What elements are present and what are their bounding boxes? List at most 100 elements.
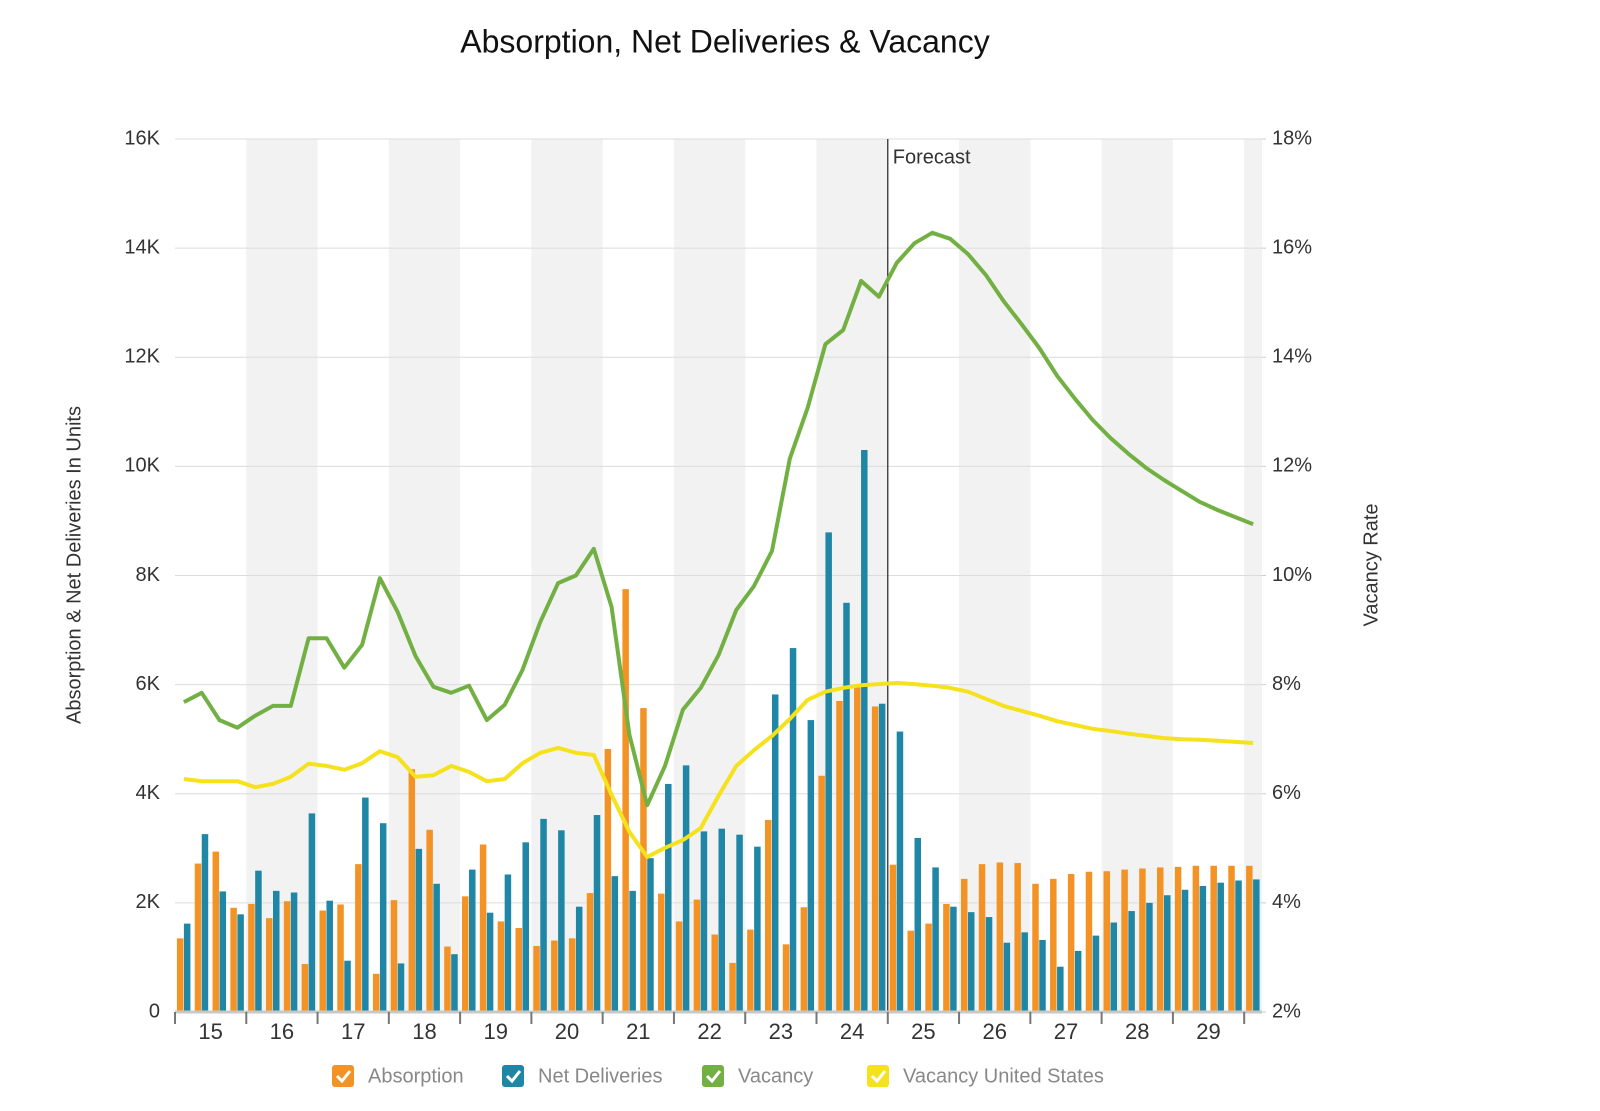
bar: [1110, 922, 1118, 1012]
bar: [782, 944, 790, 1012]
bar: [1050, 878, 1057, 1012]
bar: [230, 907, 237, 1012]
bar: [308, 813, 316, 1012]
legend-check: [870, 1070, 887, 1084]
legend-item[interactable]: Vacancy United States: [867, 1065, 1104, 1087]
bar: [212, 851, 220, 1012]
legend-label[interactable]: Vacancy United States: [903, 1065, 1104, 1087]
bar: [1246, 865, 1253, 1012]
bar: [1092, 935, 1100, 1012]
bar: [1057, 966, 1064, 1012]
bar: [896, 731, 904, 1012]
y-tick-label: 12K: [124, 346, 160, 368]
x-tick-label: 22: [697, 1019, 721, 1044]
y-tick-label: 0: [149, 1000, 160, 1022]
bar: [451, 954, 458, 1012]
legend-swatch[interactable]: [702, 1065, 724, 1087]
bar: [1199, 885, 1207, 1012]
legend-label[interactable]: Net Deliveries: [538, 1065, 662, 1087]
bar: [379, 823, 387, 1012]
bar: [675, 921, 683, 1012]
bar: [337, 904, 344, 1012]
bar: [397, 963, 405, 1012]
bar: [201, 834, 209, 1012]
x-tick-label: 27: [1054, 1019, 1078, 1044]
y2-tick-label: 4%: [1272, 891, 1301, 913]
x-tick-label: 29: [1196, 1019, 1220, 1044]
bar: [800, 907, 808, 1012]
bar: [967, 912, 975, 1012]
bar: [290, 892, 298, 1012]
bar: [693, 899, 701, 1012]
bar: [176, 938, 184, 1012]
bar: [462, 896, 469, 1012]
bar: [996, 862, 1004, 1012]
bar: [825, 532, 832, 1012]
bar: [914, 837, 922, 1012]
bar: [533, 945, 540, 1012]
bar: [194, 863, 202, 1012]
bar: [1074, 950, 1082, 1012]
chart-title: Absorption, Net Deliveries & Vacancy: [460, 23, 989, 59]
bar: [415, 848, 423, 1012]
legend-swatch[interactable]: [867, 1065, 889, 1087]
bar: [362, 797, 369, 1012]
bar: [604, 749, 612, 1012]
x-tick-label: 23: [769, 1019, 793, 1044]
legend-swatch[interactable]: [332, 1065, 354, 1087]
bar: [586, 893, 594, 1012]
bar: [861, 450, 868, 1013]
bar: [1217, 882, 1224, 1012]
bar: [372, 973, 380, 1012]
bar: [789, 648, 797, 1012]
y-tick-label: 16K: [124, 127, 160, 149]
bar: [818, 775, 825, 1012]
bar: [248, 903, 255, 1012]
x-tick-label: 26: [982, 1019, 1006, 1044]
legend-item[interactable]: Absorption: [332, 1065, 464, 1087]
bar: [593, 815, 601, 1012]
bar: [551, 940, 558, 1012]
bar: [326, 900, 333, 1012]
legend-item[interactable]: Net Deliveries: [502, 1065, 662, 1087]
y-tick-label: 10K: [124, 455, 160, 477]
bar: [729, 962, 736, 1012]
bar: [219, 891, 227, 1012]
bar: [985, 917, 993, 1012]
bar: [344, 960, 351, 1012]
legend-label[interactable]: Vacancy: [738, 1065, 813, 1087]
legend-swatch[interactable]: [502, 1065, 524, 1087]
y2-tick-label: 16%: [1272, 236, 1312, 258]
bar: [889, 864, 897, 1012]
x-tick-label: 17: [341, 1019, 365, 1044]
legend-check: [335, 1070, 352, 1084]
bar: [907, 930, 915, 1012]
y2-tick-label: 12%: [1272, 455, 1312, 477]
y-tick-label: 2K: [136, 891, 161, 913]
bar: [771, 694, 779, 1012]
bar: [622, 589, 629, 1012]
y2-tick-label: 14%: [1272, 346, 1312, 368]
bar: [754, 846, 761, 1012]
bar: [1146, 902, 1153, 1012]
bar: [1192, 865, 1200, 1012]
bar: [540, 818, 547, 1012]
bar: [682, 765, 690, 1012]
y2-axis-label: Vacancy Rate: [1360, 503, 1382, 626]
forecast-label: Forecast: [893, 146, 971, 168]
x-tick-label: 21: [626, 1019, 650, 1044]
line: [183, 681, 1254, 859]
bar: [711, 934, 718, 1012]
y2-tick-label: 6%: [1272, 782, 1301, 804]
bar: [836, 700, 843, 1012]
bar: [1128, 911, 1135, 1012]
legend-item[interactable]: Vacancy: [702, 1065, 813, 1087]
bar: [629, 890, 636, 1012]
bar: [273, 890, 280, 1012]
legend-label[interactable]: Absorption: [368, 1065, 464, 1087]
y-tick-label: 8K: [136, 564, 161, 586]
y-axis-label: Absorption & Net Deliveries In Units: [63, 406, 85, 724]
bar: [319, 910, 326, 1012]
bar: [568, 938, 576, 1012]
bar: [747, 929, 754, 1012]
